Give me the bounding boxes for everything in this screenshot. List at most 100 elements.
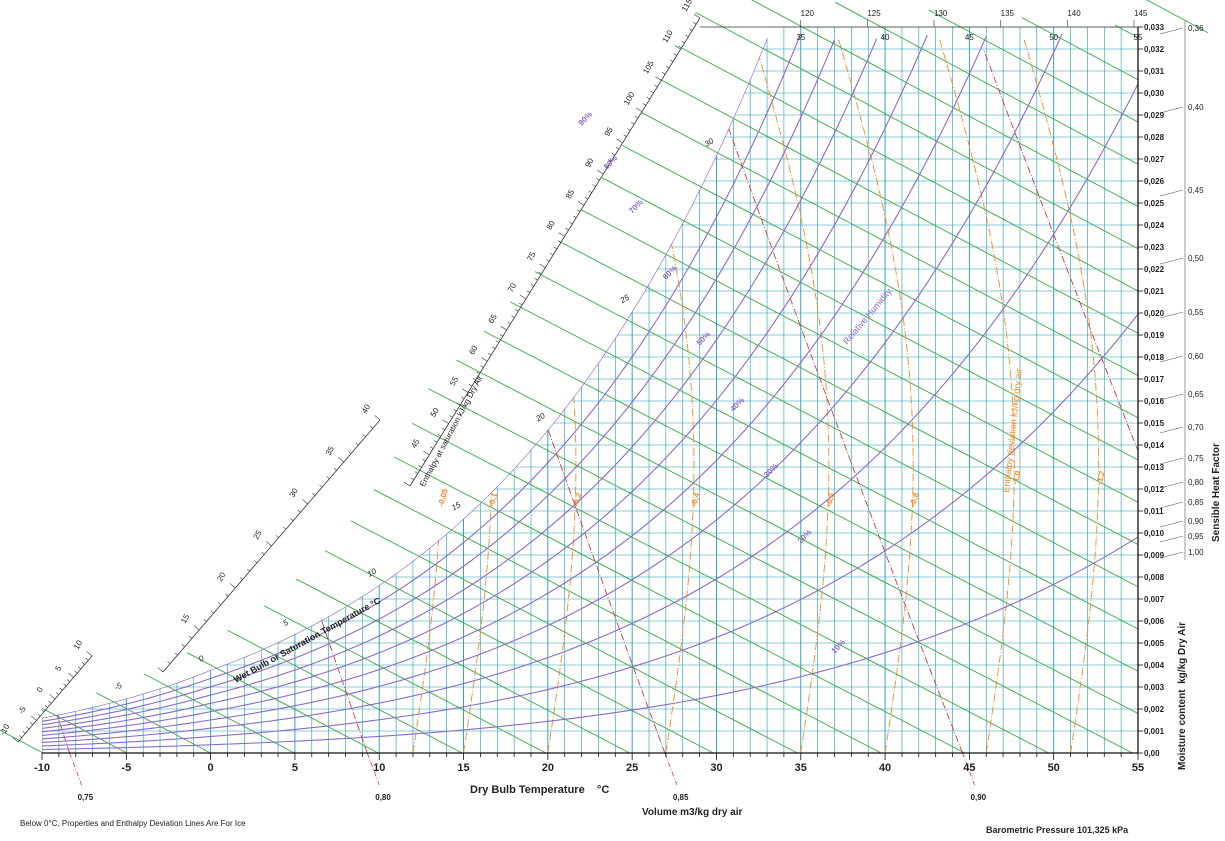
shf-tick (1159, 551, 1184, 559)
enthalpy-scale-label: 95 (603, 125, 616, 138)
enthalpy-line (660, 79, 1139, 334)
saturation-curve (42, 37, 768, 719)
enthalpy-scale-label: 115 (680, 0, 694, 13)
wet-bulb-label: 25 (618, 293, 632, 306)
enthalpy-scale-tick (491, 346, 496, 349)
volume-leader (366, 752, 380, 786)
enthalpy-scale-tick (627, 128, 631, 131)
enthalpy-scale-tick (685, 34, 689, 37)
enthalpy-scale-label: 25 (251, 528, 264, 541)
y-tick-label: 0,011 (1144, 507, 1164, 516)
enthalpy-scale-tick (338, 457, 345, 463)
enthalpy-scale-tick (642, 103, 647, 106)
wet-bulb-label: 0 (197, 653, 206, 663)
enthalpy-scale-tick (265, 541, 272, 547)
enthalpy-line (510, 301, 1139, 630)
enthalpy-scale-tick (423, 450, 430, 456)
volume-tick-label: 0,90 (971, 793, 987, 802)
volume-leader (664, 752, 678, 786)
enthalpy-deviation-lines (365, 37, 1100, 753)
volume-tick-label: 0,75 (78, 793, 94, 802)
enthalpy-line (1145, 0, 1209, 34)
y-tick-label: 0,030 (1144, 89, 1165, 98)
enthalpy-line (678, 45, 1139, 292)
shf-tick (1159, 426, 1184, 434)
enthalpy-scale-tick (26, 726, 30, 730)
enthalpy-scale-label: 30 (288, 486, 301, 499)
enthalpy-scale-tick (203, 619, 207, 622)
enthalpy-line (0, 729, 44, 754)
y-tick-label: 0,016 (1144, 397, 1165, 406)
volume-leader (962, 752, 975, 786)
enthalpy-line (695, 11, 1139, 250)
enthalpy-line (296, 578, 630, 754)
enthalpy-scale-tick (297, 509, 301, 513)
enthalpy-scale-tick (18, 735, 22, 738)
enthalpy-scale-tick (261, 551, 265, 555)
enthalpy-scale-tick (511, 315, 515, 318)
enthalpy-scale-tick (85, 657, 89, 661)
wet-bulb-label: 10 (366, 566, 379, 579)
ice-note: Below 0°C, Properties and Enthalpy Devia… (20, 819, 246, 828)
enthalpy-scale-tick (635, 115, 639, 119)
rh-label: 60% (661, 264, 679, 282)
deviation-label: -0,1 (487, 491, 499, 507)
enthalpy-scale-tick (500, 326, 507, 331)
enthalpy-scale-label: 20 (215, 570, 228, 583)
enthalpy-scale-tick (623, 134, 627, 137)
x-axis-title: Dry Bulb Temperature °C (470, 784, 609, 796)
deviation-line (938, 37, 1015, 753)
enthalpy-scale-label: 15 (179, 612, 192, 625)
enthalpy-scale-tick (546, 259, 550, 262)
shf-tick (1159, 535, 1184, 543)
y-tick-label: 0,033 (1144, 23, 1165, 32)
x-tick-label: 10 (373, 762, 385, 774)
y-tick-label: 0,021 (1144, 287, 1165, 296)
enthalpy-scale-tick (225, 593, 229, 597)
shf-tick-label: 0,90 (1188, 517, 1204, 526)
enthalpy-scale-tick (515, 309, 519, 312)
enthalpy-scale-tick (538, 271, 542, 275)
top-db-label: 35 (796, 33, 805, 42)
y-axis-label: Moisture content (1177, 689, 1188, 770)
enthalpy-scale-tick (44, 705, 48, 708)
y-tick-label: 0,022 (1144, 265, 1165, 274)
enthalpy-scale-tick (239, 577, 243, 580)
x-tick-label: 30 (710, 762, 722, 774)
enthalpy-scale-label: 5 (53, 664, 63, 673)
volume-line (133, 48, 368, 753)
enthalpy-scale-tick (499, 334, 503, 337)
y-tick-label: 0,032 (1144, 45, 1165, 54)
enthalpy-scale-tick (577, 209, 581, 212)
enthalpy-scale-tick (453, 409, 457, 412)
enthalpy-scale-tick (193, 625, 200, 631)
enthalpy-line (835, 1, 1139, 165)
y-tick-label: 0,027 (1144, 155, 1165, 164)
volume-tick-label: 0,85 (673, 793, 689, 802)
rh-label: 80% (602, 154, 620, 172)
enthalpy-scale-tick (526, 290, 531, 293)
enthalpy-scale-tick (229, 583, 236, 589)
shf-tick-label: 0,40 (1188, 103, 1204, 112)
x-tick-label: 55 (1132, 762, 1144, 774)
rh-label: 70% (627, 198, 645, 216)
rh-curve (42, 313, 1138, 747)
enthalpy-scale-tick (22, 730, 26, 734)
top-db-label: 55 (1134, 33, 1143, 42)
wet-bulb-label: -5 (113, 681, 124, 693)
enthalpy-scale-tick (611, 153, 616, 156)
enthalpy-scale-tick (693, 22, 697, 25)
enthalpy-line (186, 652, 379, 754)
rh-label: 90% (577, 110, 595, 128)
x-axis-unit: °C (596, 784, 610, 796)
y-tick-label: 0,019 (1144, 331, 1165, 340)
volume-tick-label: 0,80 (375, 793, 391, 802)
x-tick-label: 5 (292, 762, 298, 774)
enthalpy-scale-label: 125 (867, 9, 881, 18)
enthalpy-line (751, 0, 1139, 207)
enthalpy-scale-tick (457, 402, 461, 406)
enthalpy-scale-tick (519, 294, 527, 300)
enthalpy-scale-tick (693, 14, 701, 19)
enthalpy-scale-tick (607, 159, 612, 162)
rh-curve (42, 39, 835, 726)
